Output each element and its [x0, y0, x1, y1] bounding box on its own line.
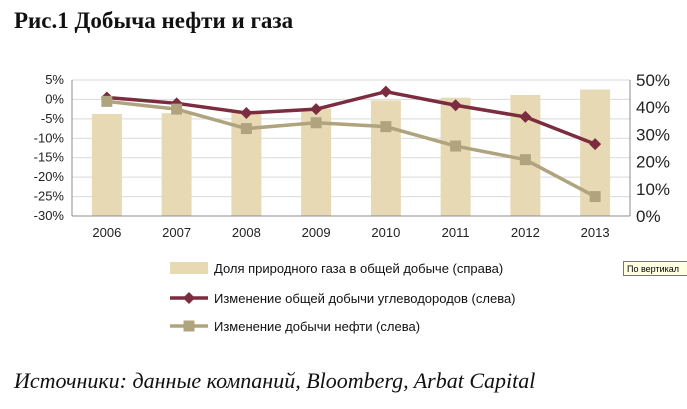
y-left-tick-label: -25% [34, 189, 65, 204]
hydrocarbon-point [379, 85, 392, 98]
legend: Доля природного газа в общей добыче (спр… [170, 261, 516, 334]
hydrocarbon-point [310, 103, 323, 116]
oil-point [240, 123, 252, 135]
y-right-tick-label: 40% [636, 98, 670, 117]
oil-line [106, 99, 596, 199]
legend-marker-square [183, 320, 195, 332]
legend-swatch-gas-share [170, 262, 208, 274]
legend-label: Доля природного газа в общей добыче (спр… [214, 261, 503, 276]
oil-point [380, 121, 392, 133]
oil-point [171, 103, 183, 115]
gas-share-bar [370, 100, 401, 216]
gas-share-bar [91, 114, 122, 216]
x-tick-label: 2011 [442, 225, 470, 240]
x-tick-label: 2007 [162, 225, 191, 240]
hydrocarbon-point [449, 99, 462, 112]
y-left-tick-label: -30% [34, 208, 65, 223]
data-lines [100, 85, 602, 203]
y-left-tick-label: 0% [45, 91, 64, 106]
y-left-tick-label: -10% [34, 130, 65, 145]
legend-marker-diamond [183, 292, 195, 304]
hydrocarbon-line [106, 89, 596, 146]
y-right-tick-label: 20% [636, 153, 670, 172]
oil-point [450, 140, 462, 152]
y-left-tick-label: 5% [45, 72, 64, 87]
y-right-tick-label: 10% [636, 180, 670, 199]
y-left-tick-label: -15% [34, 150, 65, 165]
hydrocarbon-point [519, 110, 532, 123]
legend-label: Изменение добычи нефти (слева) [214, 319, 420, 334]
y-left-tick-label: -5% [41, 111, 65, 126]
x-tick-label: 2013 [581, 225, 610, 240]
x-tick-label: 2006 [92, 225, 121, 240]
oil-point [101, 95, 113, 107]
hydrocarbon-point [240, 107, 253, 120]
hydrocarbon-point [589, 138, 602, 151]
oil-point [310, 117, 322, 129]
source-caption: Источники: данные компаний, Bloomberg, A… [14, 368, 536, 393]
oil-point [589, 191, 601, 203]
page-title: Рис.1 Добыча нефти и газа [14, 8, 294, 33]
x-tick-label: 2008 [232, 225, 261, 240]
y-right-tick-label: 30% [636, 125, 670, 144]
y-right-tick-label: 50% [636, 71, 670, 90]
gas-share-bar [161, 113, 192, 216]
oil-gas-chart: 5% 0% -5% -10% -15% -20% -25% -30% 50% 40% 30% 20% 1… [34, 71, 670, 334]
legend-label: Изменение общей добычи углеводородов (сл… [214, 291, 516, 306]
gas-share-bar [440, 97, 471, 216]
oil-point [519, 154, 531, 166]
x-tick-label: 2012 [511, 225, 540, 240]
x-tick-label: 2010 [371, 225, 400, 240]
axis-tooltip: По вертикал [623, 261, 687, 276]
y-left-tick-label: -20% [34, 169, 65, 184]
x-tick-label: 2009 [302, 225, 331, 240]
y-right-tick-label: 0% [636, 207, 661, 226]
axes: 5% 0% -5% -10% -15% -20% -25% -30% 50% 40% 30% 20% 1… [34, 71, 670, 240]
